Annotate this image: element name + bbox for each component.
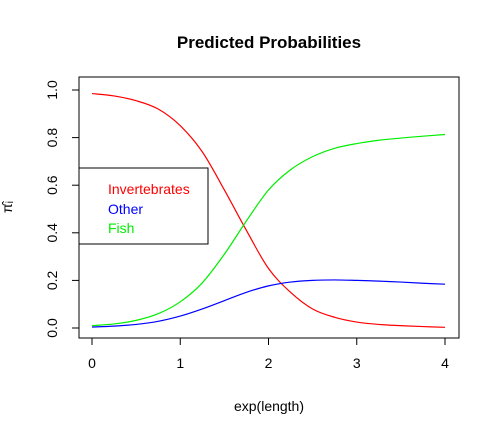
- legend-other: Other: [108, 201, 143, 217]
- x-tick-label: 0: [88, 355, 96, 371]
- chart-title: Predicted Probabilities: [177, 33, 361, 52]
- x-axis-label: exp(length): [234, 398, 304, 414]
- x-tick-label: 4: [441, 355, 449, 371]
- legend-box: [78, 167, 209, 245]
- series-layer: [91, 92, 446, 328]
- x-tick-label: 2: [265, 355, 273, 371]
- y-tick-label: 0.4: [44, 223, 60, 243]
- series-line-invertebrates: [91, 92, 446, 328]
- x-tick-label: 1: [176, 355, 184, 371]
- x-axis: 0 1 2 3 4: [88, 337, 449, 371]
- legend-invertebrates: Invertebrates: [108, 181, 190, 197]
- legend: Invertebrates Other Fish: [78, 167, 209, 245]
- y-tick-label: 0.6: [44, 175, 60, 195]
- series-line-fish: [91, 133, 446, 327]
- legend-fish: Fish: [108, 220, 134, 236]
- series-line-other: [91, 279, 446, 328]
- y-tick-label: 0.8: [44, 128, 60, 148]
- y-axis-label: π̂ᵢ: [0, 200, 15, 213]
- y-tick-label: 1.0: [44, 80, 60, 100]
- y-tick-label: 0.2: [44, 270, 60, 290]
- y-axis: 0.0 0.2 0.4 0.6 0.8 1.0: [44, 80, 80, 338]
- x-tick-label: 3: [353, 355, 361, 371]
- y-tick-label: 0.0: [44, 318, 60, 338]
